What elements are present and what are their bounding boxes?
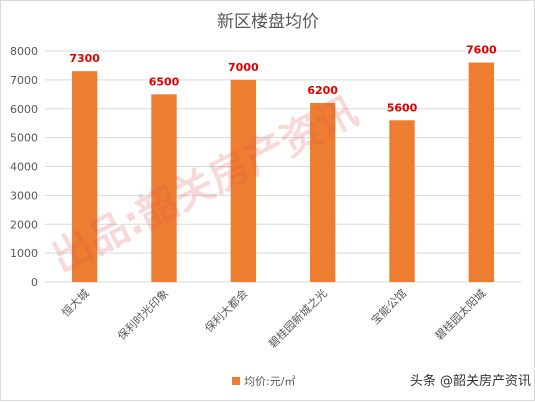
bar <box>309 102 336 282</box>
x-tick-label: 恒大城 <box>59 286 92 319</box>
legend-swatch <box>232 377 240 385</box>
bar <box>389 120 415 282</box>
y-axis-tick-labels: 0 1000 2000 3000 4000 5000 6000 7000 8000 <box>10 45 38 289</box>
x-tick-label: 碧桂园新城之光 <box>265 286 329 350</box>
bar <box>230 79 257 282</box>
data-label: 7600 <box>466 44 497 57</box>
data-label: 7000 <box>228 61 259 74</box>
x-tick-label: 保利大都会 <box>202 286 251 335</box>
bars <box>71 62 495 283</box>
data-label: 6200 <box>307 84 338 97</box>
bar <box>468 62 495 282</box>
data-labels: 7300 6500 7000 6200 5600 7600 <box>69 44 497 115</box>
y-tick-label: 2000 <box>10 218 38 231</box>
gridlines <box>45 50 521 283</box>
y-tick-label: 1000 <box>10 247 38 260</box>
x-tick-label: 宝能公馆 <box>368 286 409 327</box>
data-label: 7300 <box>69 52 100 65</box>
x-axis-tick-labels: 恒大城 保利时光印象 保利大都会 碧桂园新城之光 宝能公馆 碧桂园太阳城 <box>59 286 489 350</box>
x-tick-label: 碧桂园太阳城 <box>432 286 489 343</box>
credit-text: 头条 @韶关房产资讯 <box>410 373 531 389</box>
y-tick-label: 0 <box>31 276 38 289</box>
data-label: 5600 <box>387 101 418 114</box>
data-label: 6500 <box>149 75 180 88</box>
bar <box>151 94 177 282</box>
y-tick-label: 3000 <box>10 189 38 202</box>
legend: 均价:元/㎡ <box>232 375 295 388</box>
chart-title: 新区楼盘均价 <box>217 12 319 32</box>
y-tick-label: 7000 <box>10 74 38 87</box>
y-tick-label: 5000 <box>10 132 38 145</box>
bar <box>71 71 98 283</box>
y-tick-label: 4000 <box>10 161 38 174</box>
legend-label: 均价:元/㎡ <box>244 375 295 388</box>
x-tick-label: 保利时光印象 <box>115 286 172 343</box>
y-tick-label: 6000 <box>10 103 38 116</box>
y-tick-label: 8000 <box>10 45 38 58</box>
